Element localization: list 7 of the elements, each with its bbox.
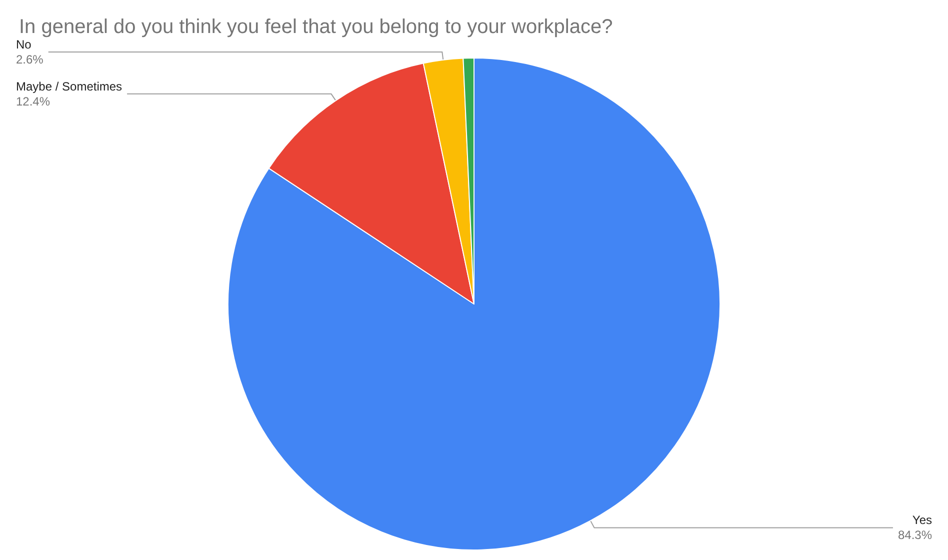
slice-label: Yes xyxy=(912,513,932,528)
data-label: 12.4% xyxy=(16,94,50,108)
slice-label: Maybe / Sometimes xyxy=(16,79,122,94)
slice-label: No xyxy=(16,38,32,52)
data-label: 84.3% xyxy=(898,528,932,542)
chart-title: In general do you think you feel that you belong to your workplace? xyxy=(19,16,613,38)
data-label: 2.6% xyxy=(16,52,44,67)
